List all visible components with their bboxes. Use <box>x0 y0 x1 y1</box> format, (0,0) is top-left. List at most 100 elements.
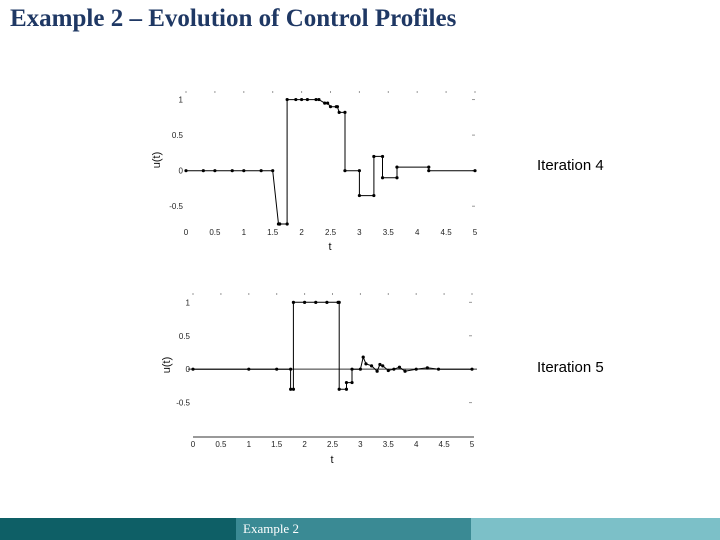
y-tick-label: -0.5 <box>176 399 190 408</box>
footer-segment-dark <box>0 518 236 540</box>
data-point <box>337 110 341 114</box>
data-point <box>285 97 289 102</box>
footer-segment-mid <box>236 518 471 540</box>
footer-segment-light <box>471 518 720 540</box>
data-point <box>372 193 376 198</box>
data-point <box>343 110 347 114</box>
x-tick-label: 1 <box>247 440 252 449</box>
data-point <box>358 367 362 371</box>
x-tick-label: 1 <box>242 228 247 237</box>
y-tick-label: 1 <box>186 298 191 307</box>
x-tick-label: 5 <box>473 228 478 237</box>
data-point <box>289 387 293 391</box>
x-tick-label: 0 <box>191 440 196 449</box>
data-point <box>337 300 341 304</box>
data-point <box>303 300 307 304</box>
footer-bar: Example 2 <box>0 518 720 540</box>
y-tick-label: 0 <box>186 365 191 374</box>
data-point <box>305 97 309 102</box>
data-point <box>344 387 349 391</box>
data-point <box>395 176 399 180</box>
data-point <box>378 362 382 367</box>
data-point <box>184 169 188 173</box>
data-point <box>278 222 282 226</box>
data-point <box>314 97 318 102</box>
data-point <box>425 366 429 370</box>
data-point <box>380 154 385 159</box>
x-axis-label: t <box>328 241 331 253</box>
x-tick-label: 0.5 <box>209 228 221 237</box>
data-point <box>427 165 431 169</box>
data-point <box>335 105 340 109</box>
data-point <box>201 169 205 173</box>
data-point <box>191 367 195 371</box>
data-point <box>364 362 368 366</box>
data-point <box>247 367 251 371</box>
data-point <box>392 367 396 371</box>
x-tick-label: 0 <box>184 228 189 237</box>
data-point <box>375 369 379 373</box>
x-tick-label: 5 <box>470 440 475 449</box>
data-point <box>361 355 365 359</box>
data-point <box>350 380 354 385</box>
iteration-4-label: Iteration 4 <box>537 157 604 174</box>
x-tick-label: 3 <box>357 228 362 237</box>
y-tick-label: 1 <box>179 96 184 105</box>
iteration-5-label: Iteration 5 <box>537 359 604 376</box>
series-line <box>193 301 472 390</box>
data-point <box>294 97 298 102</box>
data-point <box>473 169 477 173</box>
x-tick-label: 4.5 <box>441 228 453 237</box>
data-point <box>470 367 474 371</box>
x-tick-label: 4 <box>414 440 419 449</box>
data-point <box>259 169 263 173</box>
x-tick-label: 2 <box>299 228 304 237</box>
data-point <box>381 364 385 368</box>
footer-text: Example 2 <box>243 521 299 536</box>
data-point <box>386 368 390 373</box>
x-tick-label: 0.5 <box>215 440 227 449</box>
data-point <box>337 387 341 391</box>
data-point <box>271 169 275 173</box>
data-point <box>369 364 374 368</box>
data-point <box>343 169 347 173</box>
x-tick-label: 2.5 <box>327 440 339 449</box>
data-point <box>289 367 293 371</box>
y-tick-label: 0.5 <box>172 131 184 140</box>
x-tick-label: 1.5 <box>267 228 279 237</box>
y-tick-label: -0.5 <box>169 202 183 211</box>
x-tick-label: 3.5 <box>383 228 395 237</box>
data-point <box>326 101 330 105</box>
data-point <box>414 367 418 371</box>
data-point <box>397 365 402 369</box>
data-point <box>291 300 296 304</box>
data-point <box>344 380 349 385</box>
data-point <box>328 105 333 109</box>
data-point <box>230 169 234 173</box>
data-point <box>285 222 289 226</box>
data-point <box>213 169 217 173</box>
data-point <box>323 101 327 105</box>
data-point <box>291 387 296 391</box>
y-axis-label: u(t) <box>151 152 163 169</box>
x-tick-label: 2 <box>302 440 307 449</box>
data-point <box>372 154 376 159</box>
data-point <box>357 169 361 173</box>
x-axis-label: t <box>330 454 333 466</box>
x-tick-label: 1.5 <box>271 440 283 449</box>
y-tick-label: 0 <box>179 167 184 176</box>
data-point <box>427 169 431 173</box>
y-tick-label: 0.5 <box>179 332 191 341</box>
data-point <box>395 165 399 169</box>
data-point <box>317 97 321 102</box>
data-point <box>314 300 318 304</box>
data-point <box>325 300 329 304</box>
data-point <box>242 169 246 173</box>
x-tick-label: 3 <box>358 440 363 449</box>
data-point <box>436 367 441 371</box>
x-tick-label: 4.5 <box>439 440 451 449</box>
x-tick-label: 2.5 <box>325 228 337 237</box>
data-point <box>275 367 279 371</box>
